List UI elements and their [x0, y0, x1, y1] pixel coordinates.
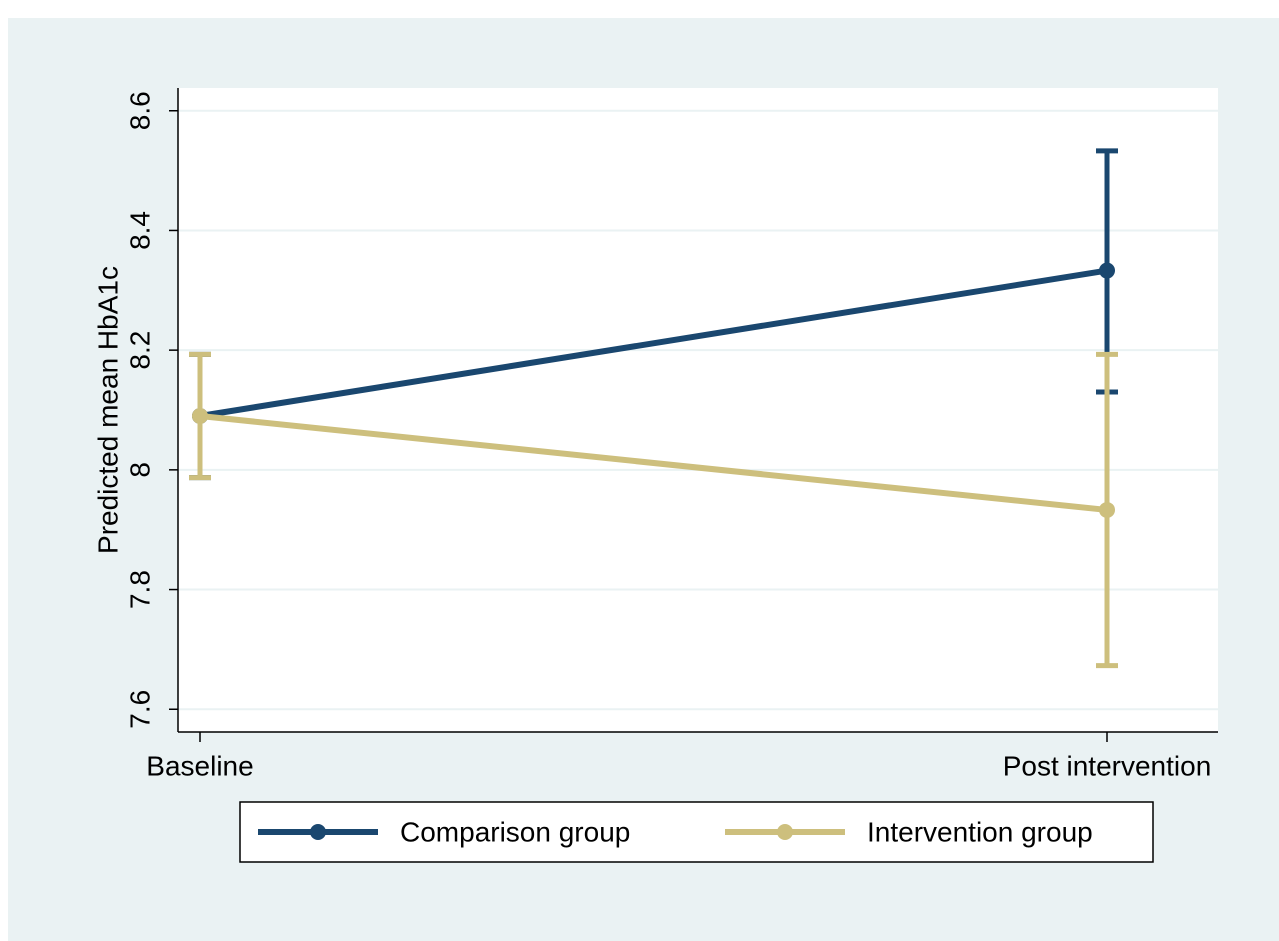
- legend-box: [239, 801, 1154, 863]
- y-tick-label: 7.6: [124, 690, 155, 729]
- series-line: [199, 267, 1108, 419]
- y-tick-label: 8.2: [124, 331, 155, 370]
- plot-area: [178, 88, 1218, 732]
- y-tick-label: 8.4: [124, 211, 155, 250]
- point: [1099, 501, 1115, 518]
- point: [1099, 262, 1115, 279]
- x-tick-label: Baseline: [146, 750, 253, 781]
- legend-marker: [777, 824, 793, 840]
- series-line: [199, 413, 1108, 513]
- x-tick-label: Post intervention: [1003, 750, 1212, 781]
- legend-label: Intervention group: [867, 816, 1093, 847]
- y-tick-label: 7.8: [124, 570, 155, 609]
- y-tick-label: 8: [124, 462, 155, 478]
- point: [192, 407, 208, 424]
- y-tick-label: 8.6: [124, 91, 155, 130]
- y-axis-label: Predicted mean HbA1c: [92, 266, 123, 554]
- legend-label: Comparison group: [400, 816, 630, 847]
- legend-marker: [310, 824, 326, 840]
